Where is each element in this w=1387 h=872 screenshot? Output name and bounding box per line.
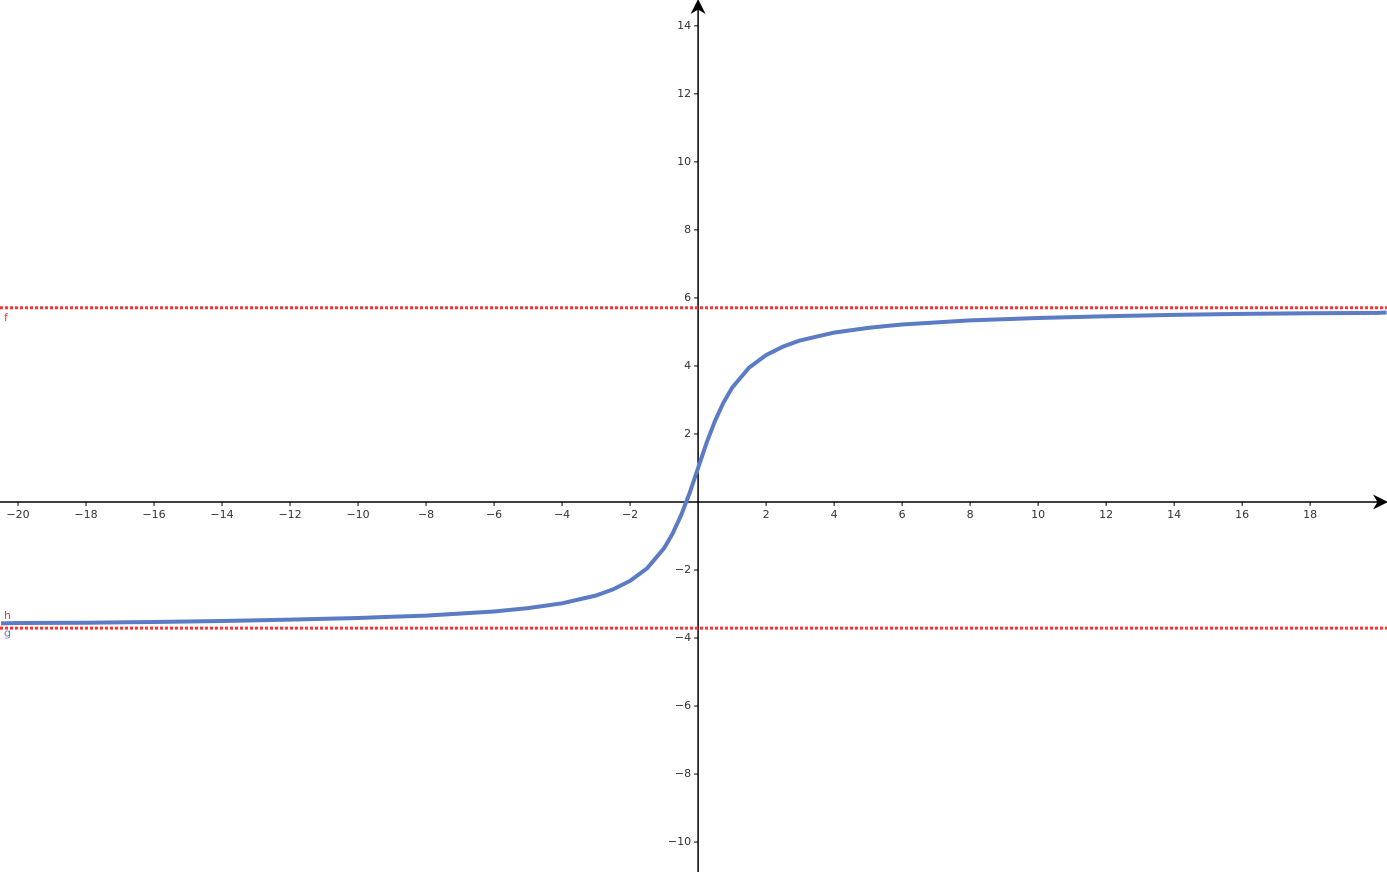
y-tick-label: −2 <box>675 563 691 576</box>
x-tick-label: −20 <box>6 508 29 521</box>
x-tick-label: 14 <box>1167 508 1181 521</box>
y-tick-label: −10 <box>668 835 691 848</box>
y-tick-label: −6 <box>675 699 691 712</box>
x-tick-label: −16 <box>142 508 165 521</box>
x-tick-label: −14 <box>210 508 233 521</box>
x-tick-label: −2 <box>622 508 638 521</box>
y-tick-label: 12 <box>677 87 691 100</box>
asymptote-label: f <box>4 311 9 324</box>
x-tick-label: −6 <box>486 508 502 521</box>
y-tick-label: 2 <box>684 427 691 440</box>
x-tick-label: 10 <box>1031 508 1045 521</box>
asymptote-label: h <box>4 609 11 622</box>
x-tick-label: −10 <box>346 508 369 521</box>
y-tick-label: −8 <box>675 767 691 780</box>
x-tick-label: 8 <box>967 508 974 521</box>
y-tick-label: 14 <box>677 19 691 32</box>
x-tick-label: 12 <box>1099 508 1113 521</box>
curve <box>0 310 1387 626</box>
y-tick-label: 4 <box>684 359 691 372</box>
y-tick-label: 6 <box>684 291 691 304</box>
x-tick-label: −8 <box>418 508 434 521</box>
y-tick-label: 10 <box>677 155 691 168</box>
y-tick-label: −4 <box>675 631 691 644</box>
x-tick-label: 6 <box>899 508 906 521</box>
x-tick-label: −18 <box>74 508 97 521</box>
x-tick-label: −4 <box>554 508 570 521</box>
x-tick-label: 2 <box>763 508 770 521</box>
x-tick-label: 16 <box>1235 508 1249 521</box>
curve-label: g <box>4 626 11 639</box>
y-tick-label: 8 <box>684 223 691 236</box>
x-tick-label: 4 <box>831 508 838 521</box>
x-tick-label: 18 <box>1303 508 1317 521</box>
x-tick-label: −12 <box>278 508 301 521</box>
